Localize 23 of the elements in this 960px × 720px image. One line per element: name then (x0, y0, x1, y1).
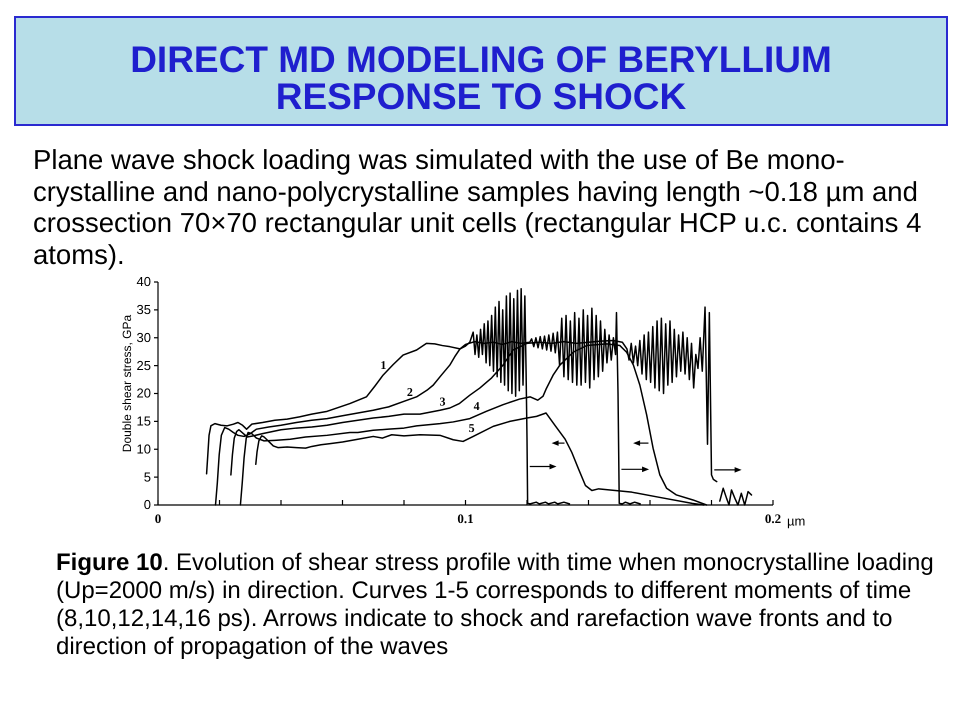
series-label: 4 (474, 398, 480, 413)
series-label: 1 (380, 358, 386, 372)
y-tick-label: 40 (136, 274, 151, 290)
y-tick-label: 0 (144, 497, 151, 512)
x-axis-title: µm (787, 514, 806, 528)
y-tick-label: 10 (136, 441, 151, 456)
x-tick-label: 0.1 (457, 511, 474, 526)
y-tick-label: 25 (136, 358, 151, 373)
y-tick-label: 5 (144, 469, 151, 484)
title-banner: DIRECT MD MODELING OF BERYLLIUM RESPONSE TO SHOCK (14, 16, 948, 126)
y-tick-label: 20 (136, 386, 151, 401)
y-axis-title: Double shear stress, GPa (120, 314, 134, 452)
chart-subtitle: Plane wave shock loading was simulated with the use of Be mono-crystalline and nano-polycrystalline samples having length ~0.18 µm and crossection 70×70 rectangular unit cells (rectangular HCP u.c. contains 4 atoms). (33, 144, 922, 270)
y-tick-label: 30 (136, 330, 151, 345)
series-label: 2 (406, 384, 413, 399)
series-label: 5 (468, 421, 475, 436)
caption: Figure 10. Evolution of shear stress profile with time when monocrystalline loading (Up=2000 m/s) in direction. Curves 1-5 corresponds to different moments of time (8,10,12,14,16 ps). Arrows indicate to shock and rarefaction wave fronts and to direction of propagation of the waves (56, 549, 935, 661)
chart-title: DIRECT MD MODELING OF BERYLLIUM RESPONSE TO SHOCK (129, 39, 833, 117)
y-tick-label: 15 (136, 414, 151, 429)
series-label: 3 (439, 394, 446, 408)
y-tick-label: 35 (136, 302, 151, 318)
x-tick-label: 0.2 (764, 511, 782, 526)
x-tick-label: 0 (154, 511, 162, 526)
